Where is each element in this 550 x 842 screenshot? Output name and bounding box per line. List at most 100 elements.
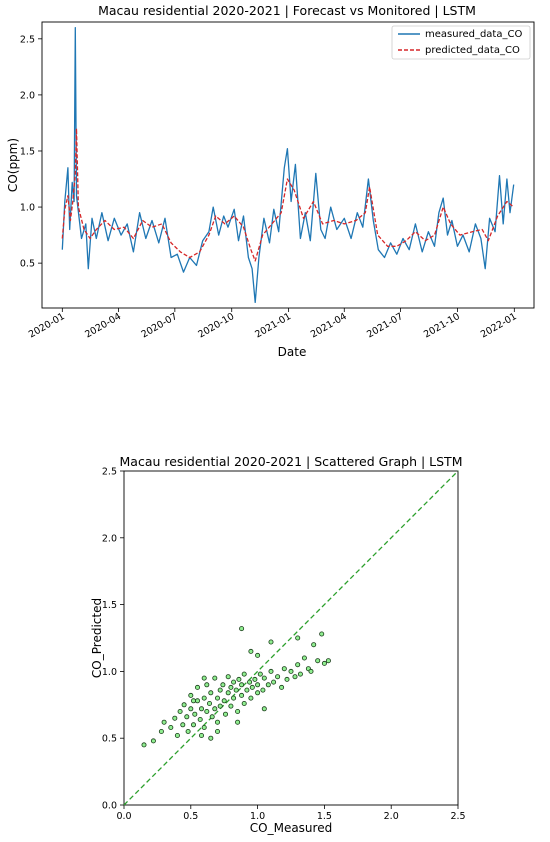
scatter-point [214,719,220,725]
scatter-point [252,676,258,682]
scatter-point [185,729,191,735]
scatter-point [261,706,267,712]
scatter-point [241,671,247,677]
line-x-tick-label: 2021-07 [365,311,405,340]
scatter-point [301,655,307,661]
scatter-point [241,701,247,707]
scatter-x-tick-label: 1.0 [250,811,265,822]
scatter-point [261,675,267,681]
line-x-tick-label: 2021-10 [422,311,462,340]
scatter-point [321,660,327,666]
line-y-tick-label: 2.0 [20,90,35,101]
scatter-point [248,695,254,701]
scatter-point [181,702,187,708]
scatter-point [325,658,331,664]
scatter-point [194,698,200,704]
scatter-x-tick-label: 2.0 [384,811,399,822]
scatter-point [235,709,241,715]
scatter-point [231,695,237,701]
scatter-point [168,725,174,731]
scatter-point [319,631,325,637]
scatter-point [214,729,220,735]
scatter-point [288,668,294,674]
scatter-point [161,719,167,725]
scatter-point [231,679,237,685]
scatter-point [221,698,227,704]
scatter-point [257,671,263,677]
scatter-point [239,682,245,688]
scatter-point [206,701,212,707]
legend-box [391,25,531,60]
line-x-tick-label: 2020-04 [83,311,123,340]
scatter-point [295,662,301,668]
scatter-point [265,682,271,688]
scatter-point [255,652,261,658]
scatter-point [235,719,241,725]
scatter-y-tick-label: 2.0 [102,533,117,544]
scatter-chart: Macau residential 2020-2021 | Scattered … [90,454,466,835]
scatter-chart-y-tick-labels: 0.0 0.5 1.0 1.5 2.0 2.5 [102,467,117,812]
scatter-point [297,671,303,677]
scatter-point [197,717,203,723]
line-chart: Macau residential 2020-2021 | Forecast v… [6,3,535,359]
scatter-point [188,706,194,712]
scatter-point [194,684,200,690]
scatter-point [180,722,186,728]
line-chart-legend: measured_data_CO predicted_data_CO [391,25,531,60]
scatter-point [190,698,196,704]
scatter-y-tick-label: 1.0 [102,667,117,678]
scatter-x-tick-label: 2.5 [450,811,465,822]
line-y-tick-label: 0.5 [20,259,35,270]
scatter-point [220,682,226,688]
scatter-point [228,703,234,709]
scatter-chart-x-tick-labels: 0.0 0.5 1.0 1.5 2.0 2.5 [116,811,465,822]
scatter-point [217,703,223,709]
scatter-y-tick-label: 0.5 [102,734,117,745]
scatter-y-tick-label: 2.5 [102,467,117,478]
scatter-point [190,722,196,728]
scatter-point [201,695,207,701]
scatter-points [141,626,331,748]
line-y-tick-label: 1.5 [20,146,35,157]
scatter-chart-title: Macau residential 2020-2021 | Scattered … [120,454,463,469]
scatter-x-tick-label: 1.5 [317,811,332,822]
scatter-point [292,674,298,680]
line-y-tick-label: 2.5 [20,34,35,45]
scatter-point [222,711,228,717]
scatter-point [260,687,266,693]
line-chart-ticks [38,38,515,312]
scatter-point [248,648,254,654]
scatter-point [244,687,250,693]
scatter-point [255,682,261,688]
scatter-chart-x-axis-title: CO_Measured [250,821,332,835]
scatter-point [204,682,210,688]
scatter-point [271,679,277,685]
line-x-tick-label: 2020-07 [139,311,179,340]
scatter-point [188,692,194,698]
scatter-point [177,709,183,715]
scatter-point [249,684,255,690]
scatter-point [174,733,180,739]
scatter-point [192,711,198,717]
scatter-point [281,666,287,672]
scatter-point [150,738,156,744]
scatter-chart-ticks [120,470,459,809]
scatter-point [208,690,214,696]
legend-label-measured: measured_data_CO [425,29,522,40]
line-y-tick-label: 1.0 [20,203,35,214]
scatter-point [233,687,239,693]
line-x-tick-label: 2020-01 [27,311,67,340]
scatter-point [295,635,301,641]
line-chart-y-axis-title: CO(ppm) [6,138,20,192]
scatter-point [236,676,242,682]
scatter-chart-y-axis-title: CO_Predicted [90,598,104,678]
scatter-point [225,690,231,696]
line-x-tick-label: 2022-01 [479,311,519,340]
scatter-point [212,706,218,712]
scatter-point [198,733,204,739]
scatter-point [239,626,245,632]
scatter-point [311,642,317,648]
line-chart-x-axis-title: Date [278,345,307,359]
scatter-point [201,725,207,731]
